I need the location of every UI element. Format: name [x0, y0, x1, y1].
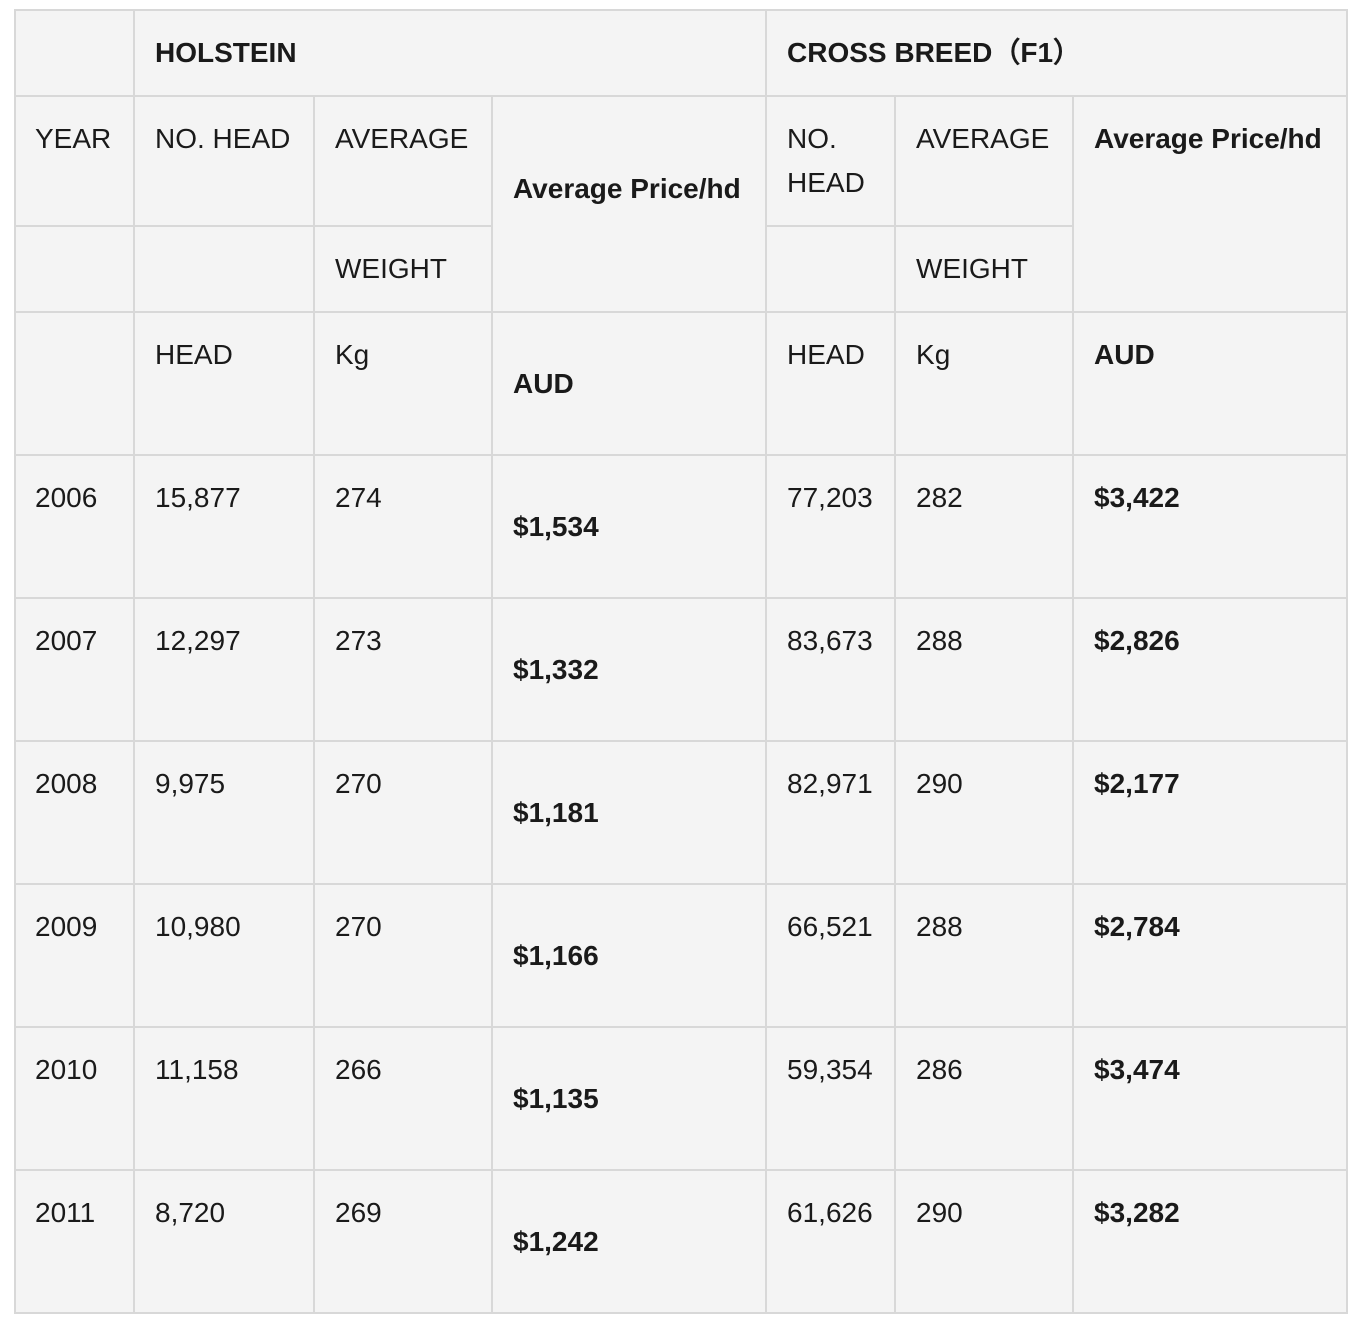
crossbreed-head-cell: 77,203: [765, 454, 897, 599]
crossbreed-weight-cell: 288: [894, 883, 1075, 1028]
holstein-head-cell: 8,720: [133, 1169, 315, 1314]
holstein-weight-cell: 269: [313, 1169, 493, 1314]
table-row: 2009 10,980 270 $1,166 66,521 288 $2,784: [14, 883, 1349, 1028]
holstein-weight-cell: 270: [313, 883, 493, 1028]
group-header-row: HOLSTEIN CROSS BREED（F1）: [14, 9, 1349, 97]
unit-row: HEAD Kg AUD HEAD Kg AUD: [14, 311, 1349, 456]
holstein-price-cell: $1,166: [490, 883, 768, 1028]
crossbreed-price-cell: $2,826: [1072, 597, 1349, 742]
crossbreed-weight-cell: 288: [894, 597, 1075, 742]
holstein-weight-cell: 270: [313, 740, 493, 885]
crossbreed-price-cell: $3,422: [1072, 454, 1349, 599]
holstein-group-header: HOLSTEIN: [132, 9, 768, 97]
empty-cell: [14, 225, 135, 313]
year-cell: 2011: [14, 1169, 135, 1314]
holstein-price-cell: $1,332: [490, 597, 768, 742]
weight-header-row: WEIGHT WEIGHT: [14, 225, 1347, 313]
crossbreed-head-cell: 66,521: [765, 883, 897, 1028]
crossbreed-price-header: Average Price/hd: [1072, 95, 1349, 313]
empty-cell: [133, 225, 315, 313]
holstein-price-cell: $1,534: [490, 454, 768, 599]
holstein-head-cell: 11,158: [133, 1026, 315, 1171]
holstein-head-unit: HEAD: [133, 311, 315, 456]
holstein-average-header: AVERAGE: [313, 95, 493, 227]
holstein-price-cell: $1,135: [490, 1026, 768, 1171]
holstein-weight-cell: 266: [313, 1026, 493, 1171]
crossbreed-weight-cell: 282: [894, 454, 1075, 599]
cattle-export-table: HOLSTEIN CROSS BREED（F1） YEAR NO. HEAD A…: [14, 9, 1349, 1314]
crossbreed-head-cell: 83,673: [765, 597, 897, 742]
crossbreed-no-head-header: NO. HEAD: [765, 95, 897, 227]
crossbreed-head-cell: 82,971: [765, 740, 897, 885]
holstein-kg-unit: Kg: [313, 311, 493, 456]
crossbreed-aud-unit: AUD: [1072, 311, 1349, 456]
corner-cell: [14, 9, 135, 97]
column-header-row: YEAR NO. HEAD AVERAGE Average Price/hd N…: [14, 95, 1349, 313]
holstein-head-cell: 9,975: [133, 740, 315, 885]
year-cell: 2008: [14, 740, 135, 885]
table-row: 2007 12,297 273 $1,332 83,673 288 $2,826: [14, 597, 1349, 742]
crossbreed-weight-cell: 286: [894, 1026, 1075, 1171]
year-header: YEAR: [14, 95, 135, 227]
table-row: 2010 11,158 266 $1,135 59,354 286 $3,474: [14, 1026, 1349, 1171]
crossbreed-price-cell: $2,177: [1072, 740, 1349, 885]
crossbreed-price-cell: $3,282: [1072, 1169, 1349, 1314]
crossbreed-weight-cell: 290: [894, 1169, 1075, 1314]
table-row: 2006 15,877 274 $1,534 77,203 282 $3,422: [14, 454, 1349, 599]
year-cell: 2009: [14, 883, 135, 1028]
crossbreed-weight-header: WEIGHT: [894, 225, 1075, 313]
empty-cell: [765, 225, 897, 313]
holstein-aud-unit: AUD: [490, 311, 768, 456]
holstein-price-cell: $1,242: [490, 1169, 768, 1314]
crossbreed-average-header: AVERAGE: [894, 95, 1075, 227]
crossbreed-group-header: CROSS BREED（F1）: [765, 9, 1349, 97]
crossbreed-kg-unit: Kg: [894, 311, 1075, 456]
holstein-weight-cell: 273: [313, 597, 493, 742]
table-row: 2011 8,720 269 $1,242 61,626 290 $3,282: [14, 1169, 1349, 1314]
crossbreed-price-cell: $3,474: [1072, 1026, 1349, 1171]
holstein-weight-header: WEIGHT: [313, 225, 493, 313]
holstein-price-header: Average Price/hd: [490, 95, 768, 313]
year-cell: 2007: [14, 597, 135, 742]
holstein-head-cell: 10,980: [133, 883, 315, 1028]
year-cell: 2006: [14, 454, 135, 599]
holstein-price-cell: $1,181: [490, 740, 768, 885]
crossbreed-head-unit: HEAD: [765, 311, 897, 456]
holstein-weight-cell: 274: [313, 454, 493, 599]
crossbreed-weight-cell: 290: [894, 740, 1075, 885]
crossbreed-price-cell: $2,784: [1072, 883, 1349, 1028]
crossbreed-head-cell: 61,626: [765, 1169, 897, 1314]
empty-cell: [14, 311, 135, 456]
table-row: 2008 9,975 270 $1,181 82,971 290 $2,177: [14, 740, 1349, 885]
holstein-no-head-header: NO. HEAD: [133, 95, 315, 227]
year-cell: 2010: [14, 1026, 135, 1171]
crossbreed-head-cell: 59,354: [765, 1026, 897, 1171]
holstein-head-cell: 15,877: [133, 454, 315, 599]
holstein-head-cell: 12,297: [133, 597, 315, 742]
